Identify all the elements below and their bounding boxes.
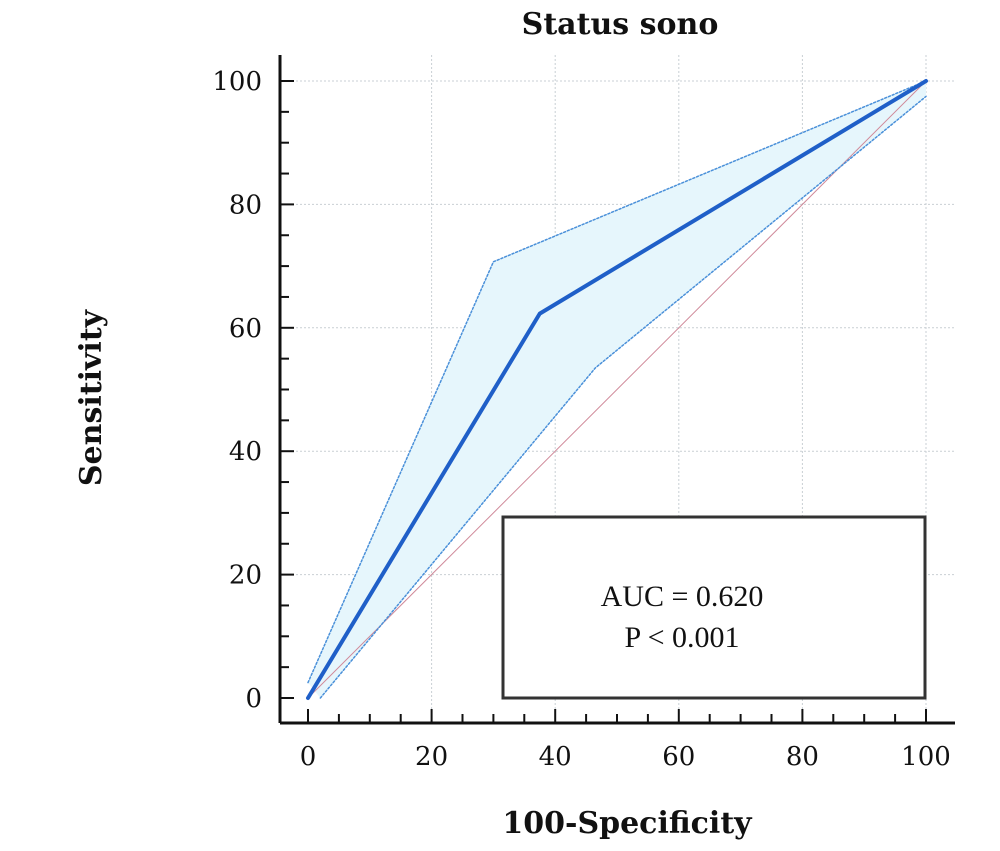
p-value-label: P < 0.001	[625, 621, 740, 654]
y-axis-title: Sensitivity	[74, 308, 109, 486]
roc-curve-line	[306, 79, 928, 700]
annotation-box-group: AUC = 0.620 P < 0.001	[501, 515, 927, 700]
tick-labels: 0 20 40 60 80 100 0 20 40 60 80 100	[212, 67, 950, 772]
x-tick-label: 20	[415, 742, 448, 772]
y-tick-label: 40	[229, 437, 262, 467]
x-tick-label: 80	[786, 742, 819, 772]
y-tick-label: 0	[245, 684, 262, 714]
x-tick-label: 60	[662, 742, 695, 772]
series-lines	[306, 79, 928, 700]
auc-label: AUC = 0.620	[601, 580, 764, 613]
reference-diagonal-line	[307, 80, 927, 699]
y-tick-label: 60	[229, 314, 262, 344]
ci-upper-line	[307, 80, 927, 684]
axes	[278, 55, 955, 725]
ci-lower-line	[319, 95, 927, 699]
x-tick-label: 100	[901, 742, 951, 772]
y-tick-label: 80	[229, 190, 262, 220]
x-tick-label: 0	[300, 742, 317, 772]
x-tick-label: 40	[539, 742, 572, 772]
y-tick-label: 20	[229, 561, 262, 591]
x-axis-title: 100-Specificity	[502, 806, 753, 841]
y-tick-label: 100	[212, 67, 262, 97]
chart-title: Status sono	[522, 7, 719, 42]
annotation-box	[501, 515, 927, 700]
